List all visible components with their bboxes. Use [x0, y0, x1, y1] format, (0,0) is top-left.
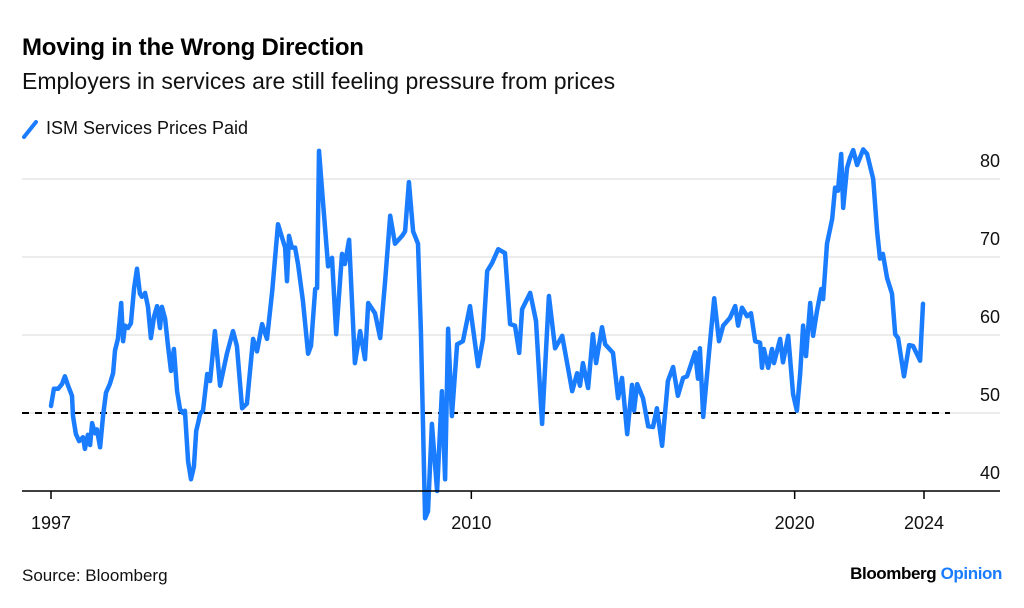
chart-subtitle: Employers in services are still feeling … [22, 68, 616, 94]
series-line-ism-services-prices-paid [48, 147, 926, 521]
y-tick-label: 50 [980, 385, 1000, 405]
y-tick-label: 70 [980, 229, 1000, 249]
x-tick-label: 2010 [451, 513, 491, 533]
y-axis-labels: 40 50 60 70 80 [980, 151, 1000, 483]
series-group [48, 147, 926, 521]
y-tick-label: 80 [980, 151, 1000, 171]
x-axis: 1997 2010 2020 2024 [22, 490, 1000, 533]
source-note: Source: Bloomberg [22, 566, 168, 585]
gridlines [22, 178, 1000, 414]
x-tick-label: 1997 [31, 513, 71, 533]
x-tick-label: 2020 [775, 513, 815, 533]
legend-label: ISM Services Prices Paid [46, 118, 249, 138]
brand-primary: Bloomberg [850, 564, 937, 583]
y-tick-label: 40 [980, 463, 1000, 483]
y-tick-label: 60 [980, 307, 1000, 327]
x-tick-label: 2024 [904, 513, 944, 533]
chart-title: Moving in the Wrong Direction [22, 34, 364, 61]
legend-line-icon [22, 119, 38, 139]
brand-secondary: Opinion [940, 564, 1003, 583]
brand-logo: Bloomberg Opinion [850, 564, 1002, 584]
legend: ISM Services Prices Paid [22, 118, 248, 139]
